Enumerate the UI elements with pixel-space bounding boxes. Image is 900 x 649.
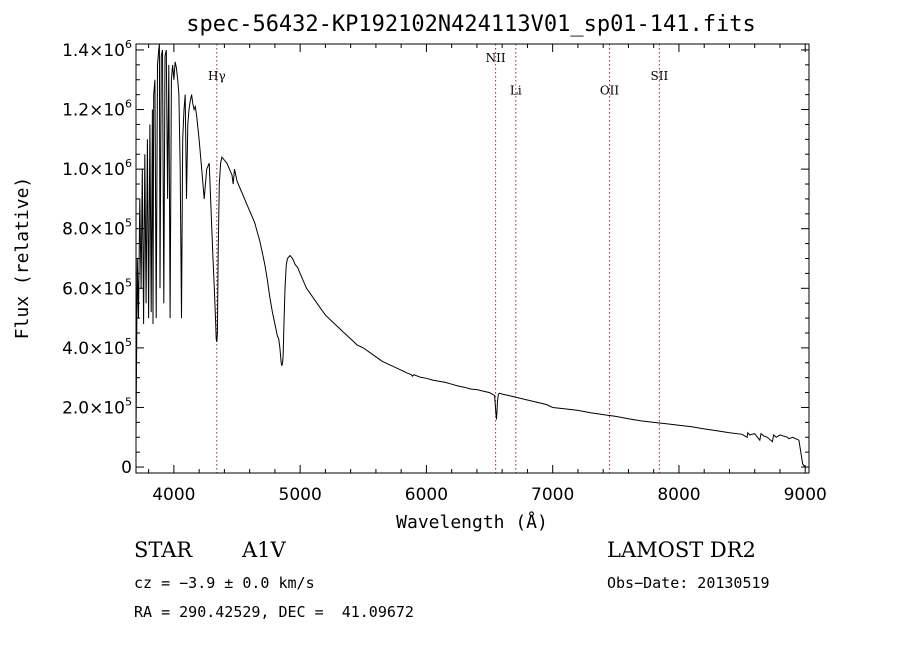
y-tick-exponent: 6 (125, 157, 132, 170)
x-tick-label: 9000 (784, 485, 827, 505)
y-tick-label: 2.0×105 (62, 395, 132, 418)
y-tick-exponent: 5 (125, 395, 132, 408)
emission-line-label: OII (600, 84, 620, 98)
y-tick-mantissa: 4.0×10 (62, 339, 125, 359)
x-tick-label: 8000 (657, 485, 700, 505)
y-tick-mantissa: 8.0×10 (62, 220, 125, 240)
y-axis: 02.0×1054.0×1056.0×1058.0×1051.0×1061.2×… (62, 38, 809, 478)
y-tick-exponent: 5 (125, 336, 132, 349)
y-tick-mantissa: 1.0×10 (62, 160, 125, 180)
y-tick-label: 1.4×106 (62, 38, 132, 61)
spectrum-series-line (135, 43, 806, 468)
y-tick-label: 6.0×105 (62, 276, 132, 299)
x-tick-label: 5000 (279, 485, 322, 505)
x-axis-label: Wavelength (Å) (396, 511, 548, 533)
x-axis: 4000 5000 6000 7000 8000 9000 (148, 44, 827, 505)
x-tick-label: 6000 (405, 485, 448, 505)
y-tick-label: 4.0×105 (62, 336, 132, 359)
y-tick-exponent: 5 (125, 276, 132, 289)
y-tick-mantissa: 6.0×10 (62, 279, 125, 299)
y-tick-label: 1.0×106 (62, 157, 132, 180)
plot-frame (135, 43, 810, 474)
chart-title: spec-56432-KP192102N424113V01_sp01-141.f… (186, 12, 756, 37)
y-tick-exponent: 6 (125, 38, 132, 51)
redshift-cz: cz = −3.9 ± 0.0 km/s (134, 574, 315, 592)
obs-date: Obs−Date: 20130519 (607, 574, 770, 592)
ra-dec: RA = 290.42529, DEC = 41.09672 (134, 603, 414, 621)
y-tick-exponent: 6 (125, 98, 132, 111)
emission-line-label: SII (651, 69, 669, 83)
x-tick-label: 7000 (531, 485, 574, 505)
y-tick-exponent: 5 (125, 217, 132, 230)
emission-line-label: NII (486, 51, 506, 65)
emission-line-label: Li (510, 84, 522, 98)
y-tick-label: 1.2×106 (62, 98, 132, 121)
emission-line-label: Hγ (208, 69, 226, 83)
y-tick-label: 0 (121, 458, 132, 478)
survey-name: LAMOST DR2 (607, 538, 756, 562)
y-tick-mantissa: 1.4×10 (62, 41, 125, 61)
x-tick-label: 4000 (152, 485, 195, 505)
y-tick-mantissa: 2.0×10 (62, 398, 125, 418)
y-tick-mantissa: 0 (121, 458, 132, 478)
subclass: A1V (242, 538, 286, 562)
object-type: STAR (134, 538, 193, 562)
y-tick-label: 8.0×105 (62, 217, 132, 240)
y-axis-label: Flux (relative) (12, 177, 33, 340)
y-tick-mantissa: 1.2×10 (62, 101, 125, 121)
plot-area: Hγ NII Li OII SII (135, 43, 806, 473)
